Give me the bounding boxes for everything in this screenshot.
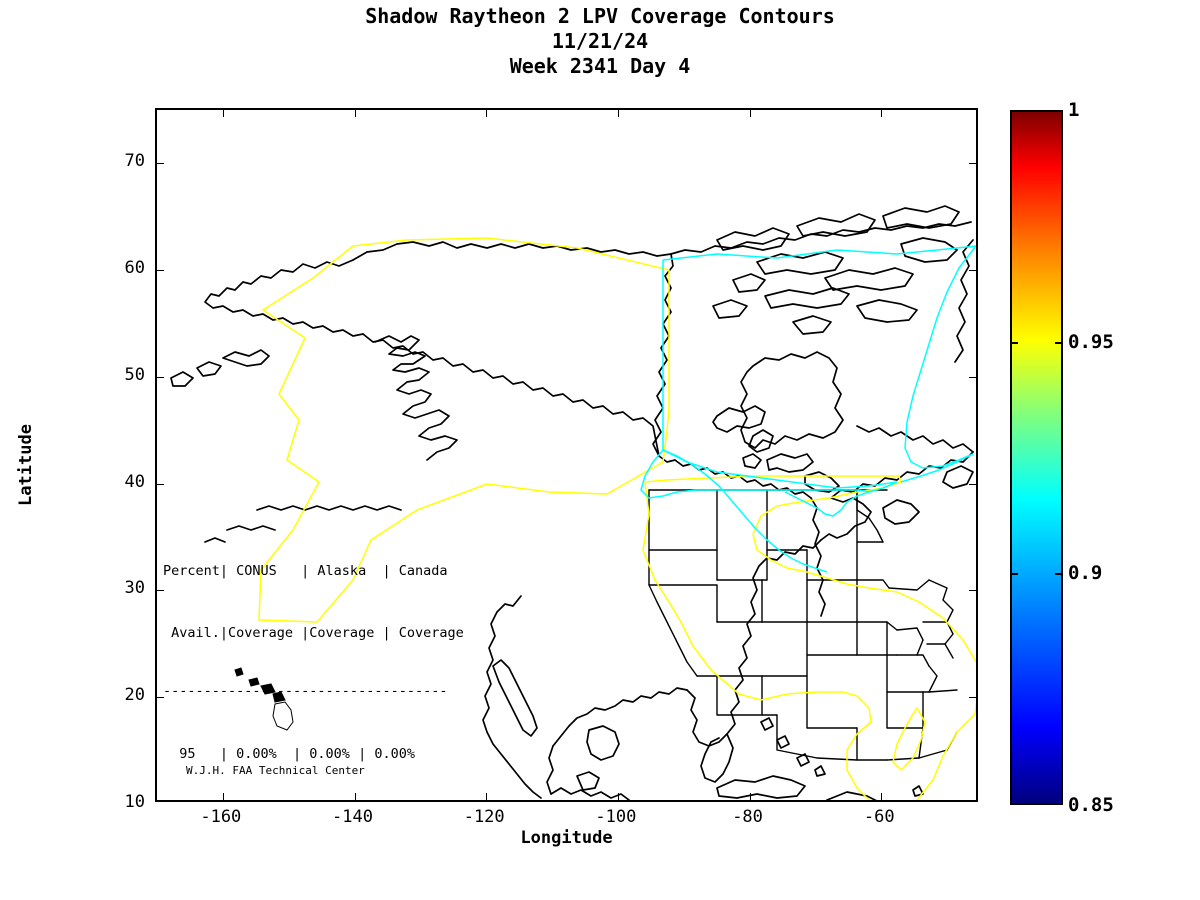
x-axis-tick-top: [354, 110, 356, 117]
x-axis-title: Longitude: [520, 828, 613, 848]
x-axis-tick-top: [881, 110, 883, 117]
stats-header-row-1: Percent| CONUS | Alaska | Canada: [163, 563, 448, 579]
x-axis-tick-top: [222, 110, 224, 117]
colorbar-tick-label: 0.85: [1068, 794, 1114, 816]
credit-block: W.J.H. FAA Technical Center WAAS Test Te…: [186, 738, 365, 800]
y-axis-tick: [157, 376, 164, 378]
title-line-3: Week 2341 Day 4: [509, 54, 691, 78]
coastlines: [170, 205, 974, 800]
y-axis-tick-right: [969, 270, 976, 272]
colorbar-gradient-box: [1010, 110, 1063, 805]
x-axis-tick-label: -160: [200, 807, 242, 827]
map-plot-area: Percent| CONUS | Alaska | Canada Avail.|…: [155, 108, 978, 802]
colorbar-tick-label: 0.9: [1068, 562, 1103, 585]
colorbar-tick-label: 1: [1068, 99, 1080, 121]
stats-header-row-2: Avail.|Coverage |Coverage | Coverage: [163, 624, 464, 641]
title-line-2: 11/21/24: [551, 29, 649, 53]
x-axis-tick: [749, 793, 751, 800]
table-row: 95 | 0.00% | 0.00% | 0.00%: [163, 745, 415, 762]
y-axis-tick-right: [969, 483, 976, 485]
y-axis-tick: [157, 697, 164, 699]
y-axis-tick: [157, 483, 164, 485]
y-axis-tick-label: 70: [124, 151, 145, 172]
y-axis-tick-label: 30: [124, 578, 145, 599]
y-axis-tick-label: 50: [124, 364, 145, 385]
colorbar-tick: [1010, 573, 1018, 576]
x-axis-tick-label: -120: [463, 807, 505, 827]
canada-coverage-boundary: [640, 245, 976, 573]
x-axis-tick-label: -140: [332, 807, 373, 827]
x-axis-tick: [617, 793, 619, 800]
x-axis-tick-top: [617, 110, 619, 117]
y-axis-tick-label: 40: [124, 471, 145, 492]
y-axis-title: Latitude: [16, 424, 36, 506]
colorbar-gradient: [1012, 112, 1061, 803]
y-axis-tick-label: 10: [124, 792, 145, 812]
y-axis-tick-label: 20: [124, 685, 145, 706]
credit-line-1: W.J.H. FAA Technical Center: [186, 764, 365, 777]
colorbar: 0.85 0.9 0.95 1: [1010, 99, 1114, 816]
chart-title: Shadow Raytheon 2 LPV Coverage Contours …: [0, 4, 1200, 79]
colorbar-tick: [1055, 573, 1063, 576]
title-line-1: Shadow Raytheon 2 LPV Coverage Contours: [365, 4, 835, 28]
x-axis-tick-top: [749, 110, 751, 117]
stats-divider: -----------------------------------: [163, 683, 448, 699]
y-axis-tick-label: 60: [124, 258, 145, 279]
hawaii-islands: [234, 667, 294, 731]
y-axis-tick-right: [969, 697, 976, 699]
x-axis-tick: [486, 793, 488, 800]
y-axis-tick-right: [969, 163, 976, 165]
x-axis-tick-label: -80: [732, 807, 763, 827]
x-axis-tick: [881, 793, 883, 800]
colorbar-tick: [1010, 341, 1018, 344]
y-axis-tick: [157, 590, 164, 592]
x-axis-tick-label: -60: [863, 807, 895, 827]
y-axis-tick-right: [969, 376, 976, 378]
x-axis-tick: [222, 793, 224, 800]
x-axis-tick-top: [486, 110, 488, 117]
y-axis-tick-right: [969, 590, 976, 592]
x-axis-tick-label: -100: [595, 807, 637, 827]
y-axis-tick: [157, 163, 164, 165]
coverage-stats-table: Percent| CONUS | Alaska | Canada Avail.|…: [163, 520, 464, 800]
y-axis-tick: [157, 270, 164, 272]
x-axis-tick: [354, 793, 356, 800]
colorbar-tick-label: 0.95: [1068, 330, 1114, 353]
north-america-map: [170, 205, 976, 800]
colorbar-tick: [1055, 341, 1063, 344]
